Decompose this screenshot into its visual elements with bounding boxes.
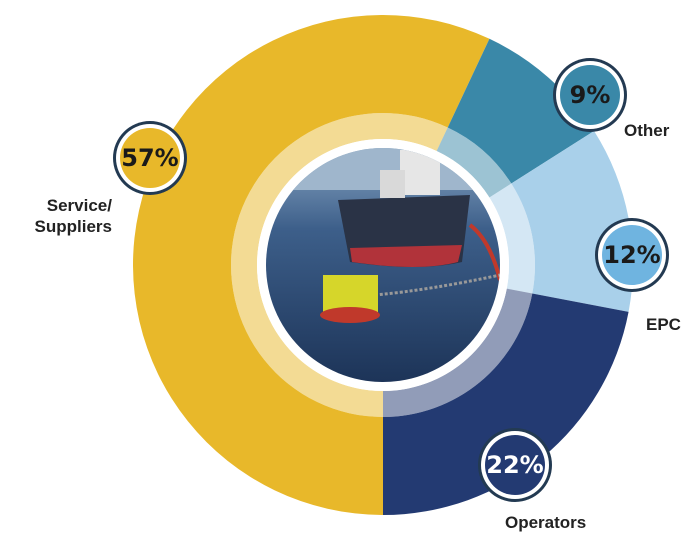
inner-ring-segment bbox=[230, 112, 448, 417]
donut-segment bbox=[447, 38, 595, 184]
donut-segment bbox=[133, 15, 490, 515]
category-label: Service/ Suppliers bbox=[34, 196, 112, 236]
badge-fill bbox=[602, 225, 662, 285]
ring bbox=[133, 15, 633, 515]
category-label: EPC bbox=[646, 315, 681, 334]
badges: 57% 9% 12% 22% bbox=[113, 58, 669, 502]
category-label: Operators bbox=[505, 513, 587, 532]
category-label: Other bbox=[624, 121, 670, 140]
inner-ring-segment bbox=[489, 183, 535, 294]
value-label: 57% bbox=[121, 144, 178, 172]
badge-fill bbox=[120, 128, 180, 188]
value-label: 12% bbox=[603, 241, 660, 269]
badge-fill bbox=[560, 65, 620, 125]
inner-ring-segment bbox=[383, 288, 533, 417]
donut-segment bbox=[383, 293, 629, 515]
inner-ring-segment bbox=[436, 127, 512, 198]
value-label: 22% bbox=[486, 451, 543, 479]
badge-fill bbox=[485, 435, 545, 495]
value-label: 9% bbox=[570, 81, 611, 109]
